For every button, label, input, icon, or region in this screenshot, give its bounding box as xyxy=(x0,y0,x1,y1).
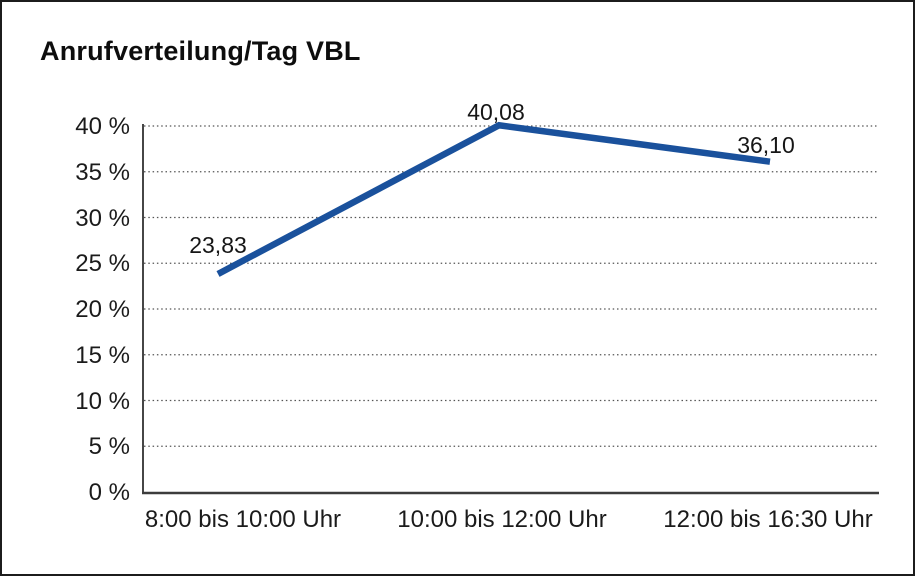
y-axis-tick-label: 10 % xyxy=(75,387,130,415)
y-axis-tick-label: 30 % xyxy=(75,204,130,232)
x-axis-category-label: 8:00 bis 10:00 Uhr xyxy=(144,506,342,533)
gridlines xyxy=(144,125,877,447)
x-axis-category-label: 10:00 bis 12:00 Uhr xyxy=(397,506,607,533)
chart-title: Anrufverteilung/Tag VBL xyxy=(40,36,361,66)
y-axis-tick-label: 35 % xyxy=(75,158,130,186)
data-point-value-label: 36,10 xyxy=(737,131,795,158)
y-axis-tick-label: 40 % xyxy=(75,113,130,140)
x-axis-category-label: 12:00 bis 16:30 Uhr xyxy=(663,506,873,533)
data-series xyxy=(216,121,771,277)
y-axis-tick-label: 20 % xyxy=(75,296,130,323)
y-axis-tick-label: 0 % xyxy=(88,479,130,506)
data-point-value-label: 40,08 xyxy=(467,99,525,126)
y-axis-tick-label: 25 % xyxy=(75,250,130,278)
data-line xyxy=(216,121,771,277)
y-axis-tick-label: 15 % xyxy=(75,341,130,369)
y-axis-tick-label: 5 % xyxy=(88,433,130,461)
data-point-value-label: 23,83 xyxy=(189,231,247,258)
axes xyxy=(142,124,879,495)
